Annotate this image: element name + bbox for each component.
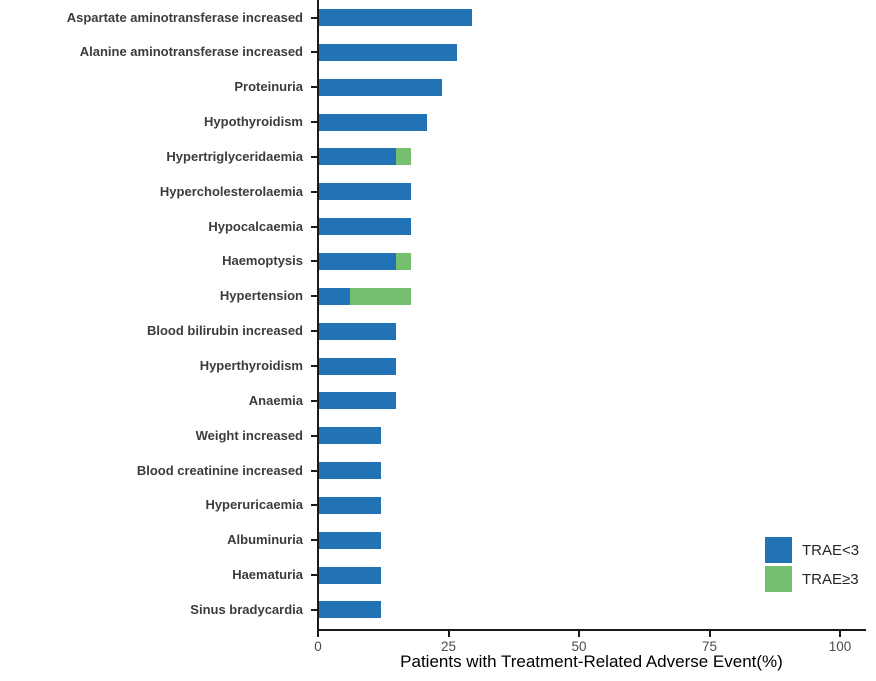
bar-row bbox=[319, 357, 396, 375]
y-axis-tick bbox=[311, 365, 317, 367]
bar-row bbox=[319, 78, 442, 96]
bar-segment-trae-lt3 bbox=[319, 357, 396, 375]
bar-row bbox=[319, 183, 411, 201]
y-axis-tick bbox=[311, 469, 317, 472]
category-label: Blood creatinine increased bbox=[136, 462, 303, 478]
x-axis-title: Patients with Treatment-Related Adverse … bbox=[400, 652, 783, 671]
bar-row bbox=[319, 287, 412, 305]
category-label: Alanine aminotransferase increased bbox=[79, 44, 303, 60]
y-axis-tick bbox=[311, 16, 317, 19]
bar-row bbox=[319, 601, 381, 619]
y-axis-tick bbox=[311, 399, 317, 402]
bar-row bbox=[319, 43, 458, 61]
bar-segment-trae-lt3 bbox=[319, 601, 381, 619]
bar-row bbox=[319, 113, 427, 131]
x-tick-label: 100 bbox=[828, 639, 852, 654]
legend-item-trae-ge3: TRAE≥3 bbox=[765, 566, 859, 592]
category-label: Sinus bradycardia bbox=[190, 601, 303, 617]
bar-segment-trae-lt3 bbox=[319, 531, 381, 549]
category-label: Haematuria bbox=[232, 567, 303, 583]
bar-row bbox=[319, 322, 396, 340]
y-axis-tick bbox=[311, 121, 317, 124]
x-tick-label: 75 bbox=[701, 639, 718, 654]
bar-row bbox=[319, 148, 411, 166]
y-axis-tick bbox=[311, 574, 317, 577]
bar-segment-trae-ge3 bbox=[395, 252, 411, 270]
x-axis-tick bbox=[317, 631, 319, 637]
bar-row bbox=[319, 392, 396, 410]
category-label: Weight increased bbox=[195, 427, 303, 443]
category-label: Aspartate aminotransferase increased bbox=[66, 9, 303, 25]
bar-segment-trae-lt3 bbox=[319, 78, 442, 96]
x-axis-tick bbox=[708, 631, 711, 637]
bar-segment-trae-lt3 bbox=[319, 287, 350, 305]
category-label: Hypothyroidism bbox=[204, 114, 303, 130]
category-label: Hyperuricaemia bbox=[205, 497, 303, 513]
y-axis-tick bbox=[311, 51, 317, 54]
x-axis-tick bbox=[839, 631, 841, 637]
legend-label-trae-lt3: TRAE<3 bbox=[802, 541, 860, 559]
y-axis-tick bbox=[311, 608, 317, 611]
bar-segment-trae-lt3 bbox=[319, 392, 396, 410]
legend-swatch-trae-ge3-icon bbox=[765, 566, 792, 592]
bar-segment-trae-lt3 bbox=[319, 148, 396, 166]
y-axis-tick bbox=[311, 260, 317, 263]
x-tick-label: 0 bbox=[314, 639, 322, 654]
category-label: Anaemia bbox=[248, 392, 303, 408]
category-label: Proteinuria bbox=[234, 79, 303, 95]
bar-segment-trae-lt3 bbox=[319, 43, 458, 61]
category-label: Hypocalcaemia bbox=[208, 218, 303, 234]
bar-segment-trae-lt3 bbox=[319, 113, 427, 131]
y-axis-tick bbox=[311, 504, 317, 507]
x-axis-tick bbox=[447, 631, 450, 637]
bar-row bbox=[319, 252, 411, 270]
bar-segment-trae-lt3 bbox=[319, 9, 473, 26]
bar-segment-trae-lt3 bbox=[319, 496, 381, 514]
bar-row bbox=[319, 566, 381, 584]
category-label: Haemoptysis bbox=[222, 253, 303, 269]
category-label: Hyperthyroidism bbox=[199, 358, 303, 373]
bar-row bbox=[319, 531, 381, 549]
bar-segment-trae-lt3 bbox=[319, 252, 396, 270]
legend-item-trae-lt3: TRAE<3 bbox=[765, 537, 859, 563]
legend: TRAE<3 TRAE≥3 bbox=[765, 537, 859, 595]
category-label: Hypercholesterolaemia bbox=[159, 183, 303, 199]
bar-segment-trae-ge3 bbox=[395, 148, 411, 166]
y-axis-tick bbox=[311, 330, 317, 333]
bar-segment-trae-lt3 bbox=[319, 566, 381, 584]
bar-row bbox=[319, 427, 381, 445]
y-axis-tick bbox=[311, 539, 317, 542]
bar-segment-trae-lt3 bbox=[319, 183, 411, 201]
y-axis-tick bbox=[311, 155, 317, 158]
y-axis-tick bbox=[311, 86, 317, 89]
y-axis-tick bbox=[311, 225, 317, 228]
category-label: Albuminuria bbox=[227, 532, 303, 548]
bar-row bbox=[319, 462, 381, 480]
y-axis-tick bbox=[311, 190, 317, 193]
bar-segment-trae-lt3 bbox=[319, 462, 381, 480]
x-tick-label: 50 bbox=[571, 639, 587, 654]
bar-row bbox=[319, 496, 381, 514]
category-label: Blood bilirubin increased bbox=[146, 323, 303, 339]
bar-segment-trae-lt3 bbox=[319, 427, 381, 445]
x-axis-line bbox=[317, 629, 866, 631]
y-axis-tick bbox=[311, 434, 317, 437]
category-label: Hypertriglyceridaemia bbox=[166, 148, 303, 164]
category-label: Hypertension bbox=[219, 288, 303, 304]
bar-segment-trae-lt3 bbox=[319, 322, 396, 340]
bar-segment-trae-ge3 bbox=[349, 287, 412, 305]
y-axis-line bbox=[317, 0, 319, 631]
legend-label-trae-ge3: TRAE≥3 bbox=[802, 570, 859, 588]
bar-segment-trae-lt3 bbox=[319, 218, 411, 236]
bar-row bbox=[319, 9, 473, 26]
bar-row bbox=[319, 218, 411, 236]
x-axis-tick bbox=[578, 631, 580, 637]
legend-swatch-trae-lt3-icon bbox=[765, 537, 792, 563]
y-axis-tick bbox=[311, 295, 317, 298]
x-tick-label: 25 bbox=[440, 639, 457, 654]
